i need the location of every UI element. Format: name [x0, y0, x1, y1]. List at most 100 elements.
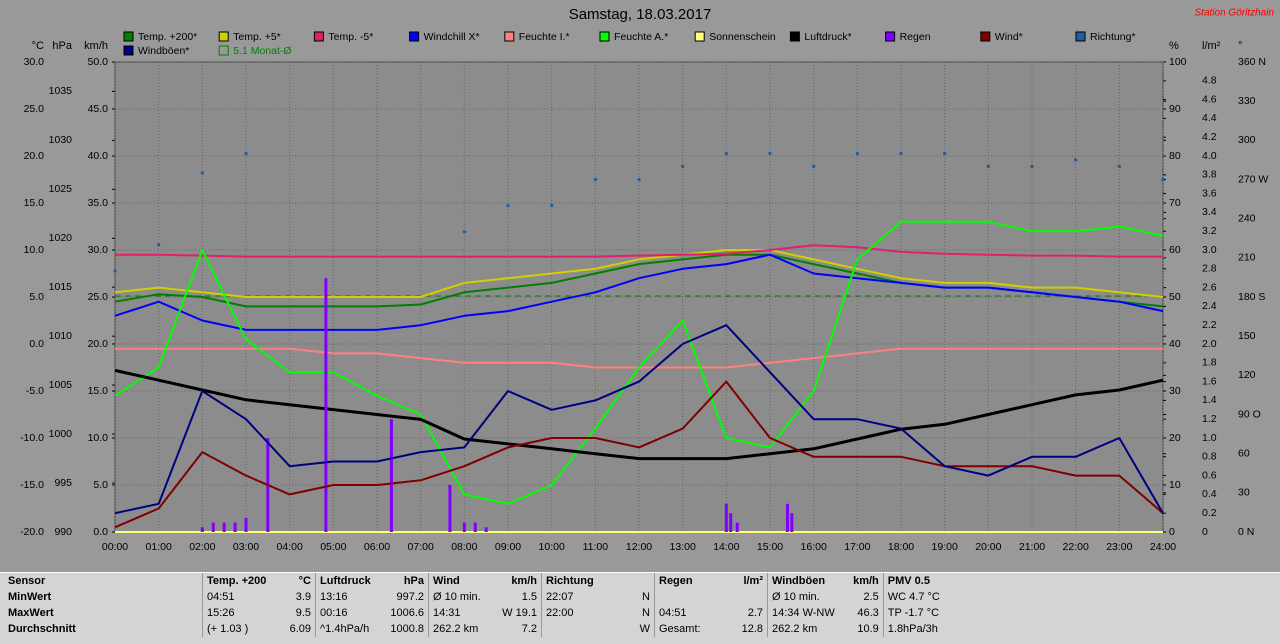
stats-cell: 14:34 W-NW: [766, 605, 839, 621]
y-tick-label: 240: [1238, 212, 1256, 224]
rain-bar: [233, 522, 237, 532]
stats-cell: [541, 621, 610, 637]
y-tick-label: 60: [1169, 244, 1181, 256]
y-tick-label: 5.0: [29, 291, 44, 303]
legend-label: Temp. -5*: [328, 31, 373, 43]
y-tick-label: 80: [1169, 150, 1181, 162]
stats-cell: MinWert: [8, 591, 52, 603]
legend-swatch: [409, 31, 420, 42]
rain-bar: [448, 485, 452, 532]
legend-swatch: [694, 31, 705, 42]
legend-swatch: [789, 31, 800, 42]
y-tick-label: 15.0: [88, 385, 109, 397]
direction-point: [899, 151, 903, 155]
direction-point: [637, 178, 641, 181]
y-tick-label: 90 O: [1238, 408, 1261, 420]
stats-row: MaxWert 15:26 9.5 00:16 1006.6 14:31 W 19.1 22:…: [4, 605, 996, 621]
stats-cell: 14:31: [428, 605, 497, 621]
stats-cell: km/h: [511, 575, 537, 587]
legend-label: 5.1 Monat-Ø: [233, 45, 291, 57]
y-tick-label: 2.8: [1202, 263, 1217, 275]
y-tick-label: 3.4: [1202, 206, 1217, 218]
chart: Samstag, 18.03.2017 Station Göritzhain °…: [20, 5, 1275, 553]
y-tick-label: 995: [54, 477, 72, 489]
y-tick-label: 3.2: [1202, 225, 1217, 237]
y-tick-label: 3.8: [1202, 169, 1217, 181]
legend-label: Luftdruck*: [804, 31, 851, 43]
y-tick-label: 25.0: [88, 291, 109, 303]
y-tick-label: 330: [1238, 95, 1256, 107]
stats-panel: Sensor Temp. +200 °C Luftdruck hPa Wind km/h Ri…: [0, 572, 1280, 644]
legend-label: Sonnenschein: [709, 31, 776, 43]
direction-point: [986, 164, 990, 168]
series-line: [114, 324, 1164, 515]
y-tick-label: 30.0: [88, 244, 109, 256]
stats-cell: 13:16: [315, 589, 384, 605]
x-tick-label: 12:00: [626, 541, 652, 553]
stats-cell: Gesamt:: [654, 621, 723, 637]
stats-cell: 04:51: [202, 589, 271, 605]
x-tick-label: 08:00: [451, 541, 477, 553]
y-tick-label: 50: [1169, 291, 1181, 303]
y-tick-label: -5.0: [26, 385, 44, 397]
stats-cell: [952, 573, 996, 589]
y-tick-label: 1015: [49, 281, 73, 293]
y-tick-label: -15.0: [20, 479, 44, 491]
y-tick-label: 0.0: [93, 526, 108, 538]
x-tick-label: 10:00: [539, 541, 565, 553]
y-tick-label: 90: [1169, 103, 1181, 115]
axis-unit: °: [1238, 40, 1242, 52]
y-tick-label: 1005: [49, 379, 73, 391]
legend-label: Temp. +200*: [138, 31, 197, 43]
y-tick-label: 300: [1238, 134, 1256, 146]
series-line: [114, 368, 1164, 461]
direction-point: [812, 164, 816, 168]
stats-cell: 1.5: [521, 591, 537, 603]
y-tick-label: 4.8: [1202, 75, 1217, 87]
rain-bar: [735, 522, 739, 532]
y-tick-label: 60: [1238, 447, 1250, 459]
y-tick-label: 2.6: [1202, 281, 1217, 293]
direction-point: [157, 243, 161, 247]
stats-cell: 997.2: [396, 591, 424, 603]
legend-swatch: [313, 31, 324, 42]
x-tick-label: 22:00: [1063, 541, 1089, 553]
y-tick-label: 40: [1169, 338, 1181, 350]
rain-bar: [473, 522, 477, 532]
axis-unit: km/h: [84, 40, 108, 52]
direction-point: [943, 151, 947, 155]
y-tick-label: 3.6: [1202, 187, 1217, 199]
direction-point: [550, 204, 554, 208]
y-tick-label: 4.2: [1202, 131, 1217, 143]
direction-point: [855, 151, 859, 155]
x-tick-label: 02:00: [189, 541, 215, 553]
stats-cell: km/h: [853, 575, 879, 587]
legend-swatch: [218, 31, 229, 42]
stats-cell: 2.5: [863, 591, 879, 603]
stats-cell: Temp. +200: [202, 573, 271, 589]
stats-cell: N: [642, 607, 650, 619]
legend-swatch: [885, 31, 896, 42]
y-tick-label: 0.8: [1202, 451, 1217, 463]
y-tick-label: 1.0: [1202, 432, 1217, 444]
x-tick-label: 05:00: [320, 541, 346, 553]
y-tick-label: 30.0: [24, 56, 45, 68]
stats-cell: Wind: [428, 573, 497, 589]
y-tick-label: 1035: [49, 85, 73, 97]
rain-bar: [729, 513, 733, 532]
stats-cell: 2.7: [747, 607, 763, 619]
x-tick-label: 23:00: [1106, 541, 1132, 553]
direction-point: [1074, 158, 1078, 162]
x-tick-label: 20:00: [975, 541, 1001, 553]
stats-cell: l/m²: [743, 575, 763, 587]
rain-bar: [790, 513, 794, 532]
stats-table: Sensor Temp. +200 °C Luftdruck hPa Wind km/h Ri…: [4, 573, 996, 637]
stats-cell: MaxWert: [8, 607, 54, 619]
direction-point: [506, 204, 510, 208]
x-tick-label: 15:00: [757, 541, 783, 553]
stats-cell: W 19.1: [502, 607, 537, 619]
y-tick-label: 10.0: [24, 244, 45, 256]
axis-unit: %: [1169, 40, 1179, 52]
stats-cell: 00:16: [315, 605, 384, 621]
stats-cell: Sensor: [8, 575, 46, 587]
